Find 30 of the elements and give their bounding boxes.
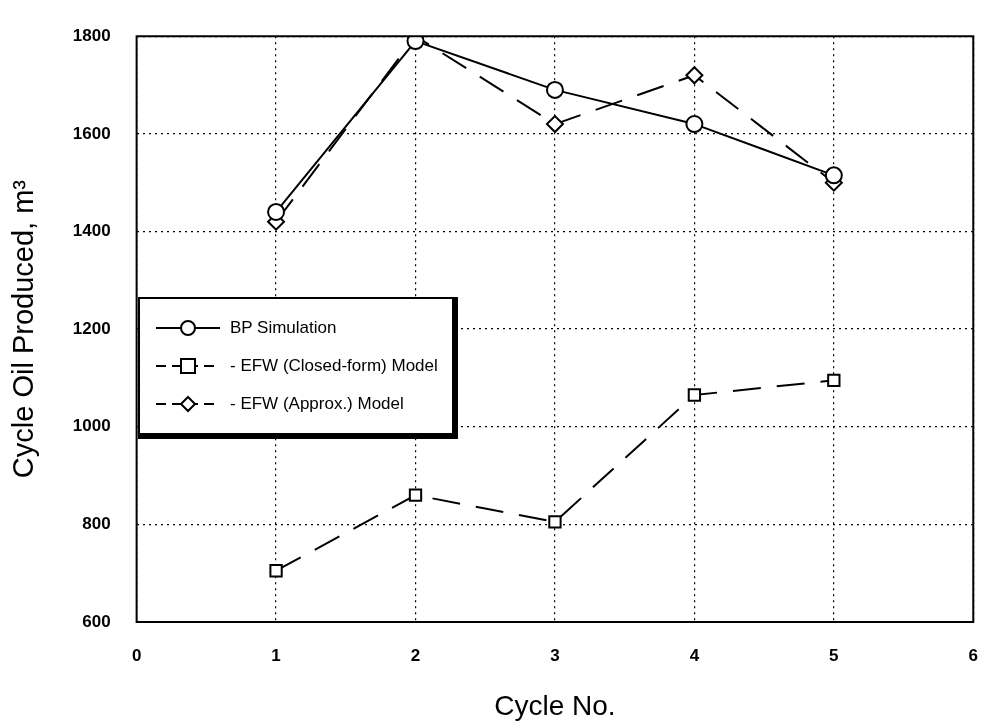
y-tick-label: 800 bbox=[82, 514, 111, 534]
x-axis-title: Cycle No. bbox=[494, 689, 616, 721]
y-tick-label: 600 bbox=[82, 611, 111, 631]
y-axis-title: Cycle Oil Produced, m³ bbox=[7, 179, 40, 479]
y-tick-label: 1200 bbox=[72, 318, 111, 338]
legend-label: - EFW (Approx.) Model bbox=[230, 394, 404, 414]
y-tick-label: 1600 bbox=[72, 123, 111, 143]
point bbox=[408, 488, 423, 502]
point bbox=[267, 202, 286, 221]
y-tick-label: 1800 bbox=[72, 25, 111, 45]
x-tick-label: 0 bbox=[131, 645, 142, 665]
point bbox=[545, 80, 564, 99]
point bbox=[685, 66, 704, 85]
x-tick-label: 4 bbox=[689, 645, 700, 665]
point bbox=[827, 373, 841, 388]
point bbox=[687, 388, 702, 402]
y-tick-label: 1000 bbox=[72, 416, 111, 436]
point bbox=[685, 115, 704, 134]
x-tick-label: 1 bbox=[271, 645, 281, 665]
point bbox=[824, 166, 843, 185]
legend-label: BP Simulation bbox=[230, 318, 337, 338]
x-tick-label: 2 bbox=[410, 645, 421, 665]
point bbox=[269, 564, 283, 578]
legend-label: - EFW (Closed-form) Model bbox=[230, 356, 438, 376]
point bbox=[548, 515, 562, 529]
x-tick-label: 5 bbox=[829, 645, 839, 665]
y-tick-label: 1400 bbox=[72, 221, 111, 241]
x-tick-label: 6 bbox=[968, 645, 979, 665]
x-tick-label: 3 bbox=[550, 645, 560, 665]
point bbox=[545, 115, 564, 134]
